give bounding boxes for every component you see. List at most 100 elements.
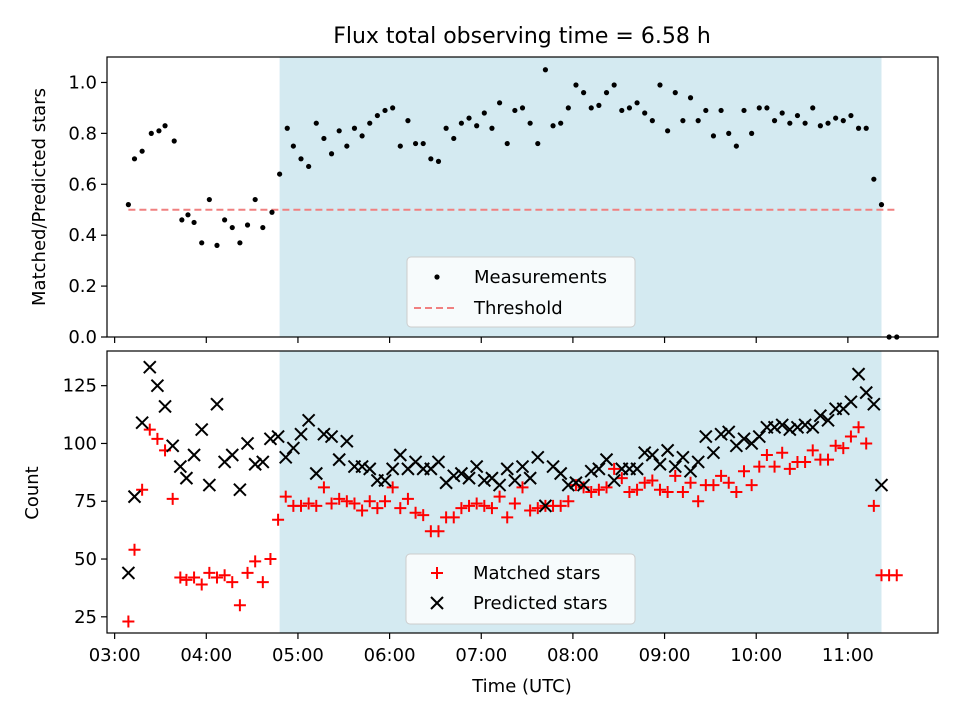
measurement-point (565, 105, 571, 111)
matched-star-point (256, 576, 269, 589)
y-tick-label: 25 (74, 607, 97, 628)
predicted-star-point (256, 455, 270, 469)
predicted-star-point (722, 425, 736, 439)
predicted-star-point (630, 462, 644, 476)
matched-star-point (166, 492, 179, 505)
measurement-point (359, 133, 365, 139)
matched-star-point (783, 462, 796, 475)
predicted-star-point (431, 455, 446, 469)
x-tick-label: 11:00 (822, 645, 874, 666)
matched-star-point (844, 430, 857, 443)
matched-star-point (210, 571, 223, 584)
predicted-star-point (195, 422, 209, 437)
y-tick-label: 75 (74, 491, 97, 512)
predicted-star-point (584, 464, 598, 478)
measurement-point (833, 115, 839, 121)
x-tick-label: 10:00 (730, 645, 782, 666)
matched-star-point (264, 553, 277, 566)
matched-star-point (890, 569, 903, 582)
predicted-star-point (173, 459, 188, 474)
measurement-point (162, 123, 168, 129)
measurement-point (657, 82, 663, 88)
measurement-point (390, 105, 396, 111)
predicted-star-point (790, 420, 805, 434)
matched-star-point (722, 476, 735, 489)
measurement-point (726, 130, 732, 136)
predicted-star-point (294, 427, 308, 441)
measurement-point (458, 120, 464, 126)
matched-star-point (867, 499, 880, 512)
matched-star-point (638, 476, 651, 489)
measurement-point (794, 112, 801, 119)
measurement-point (634, 100, 640, 106)
predicted-star-point (683, 464, 698, 478)
measurement-point (611, 82, 617, 88)
measurement-point (519, 105, 526, 111)
legend-label-measurements: Measurements (474, 267, 607, 288)
matched-star-point (569, 479, 582, 492)
measurement-point (603, 90, 610, 96)
predicted-star-point (202, 478, 217, 492)
measurement-point (277, 171, 283, 177)
matched-star-point (822, 453, 835, 466)
measurement-point (298, 156, 304, 162)
matched-star-point (317, 481, 330, 494)
predicted-star-point (378, 473, 392, 488)
predicted-star-point (874, 478, 889, 492)
predicted-star-point (121, 566, 136, 580)
matched-stars-points (122, 421, 903, 628)
matched-star-point (653, 483, 666, 496)
measurement-point (214, 242, 220, 248)
predicted-star-point (867, 397, 881, 411)
ratio-y-axis-ticks: 0.0 0.2 0.4 0.6 0.8 1.0 (68, 72, 107, 348)
predicted-star-point (775, 418, 789, 432)
matched-star-point (356, 504, 369, 517)
legend-label-threshold: Threshold (473, 298, 563, 319)
count-plot-frame (106, 350, 939, 634)
measurement-point (581, 90, 587, 96)
measurement-point (125, 202, 131, 208)
matched-star-point (799, 455, 812, 468)
matched-star-point (363, 495, 376, 508)
measurement-point (306, 163, 312, 170)
measurement-point (148, 130, 154, 136)
matched-star-point (455, 502, 468, 515)
legend-label-matched-stars: Matched stars (473, 563, 600, 584)
predicted-star-point (447, 469, 461, 483)
matched-star-point (646, 474, 659, 487)
measurement-point (269, 209, 275, 215)
matched-star-point (478, 499, 491, 512)
matched-star-point (249, 555, 262, 568)
measurement-point (825, 120, 831, 126)
matched-star-point (151, 432, 164, 445)
legend-marker-plus (431, 567, 443, 579)
measurement-point (156, 128, 162, 134)
predicted-star-point (233, 482, 247, 497)
measurement-point (710, 133, 717, 139)
matched-star-point (676, 486, 689, 498)
measurement-point (749, 130, 755, 136)
predicted-stars-points (121, 360, 889, 580)
predicted-star-point (653, 457, 667, 471)
count-legend: Matched stars Predicted stars (405, 553, 636, 625)
measurement-point (527, 120, 533, 126)
measurement-point (764, 105, 770, 111)
measurement-point (206, 196, 212, 203)
ratio-plot: 0.0 0.2 0.4 0.6 0.8 1.0 Matched/Predicted sta… (29, 56, 939, 348)
predicted-star-point (691, 455, 705, 469)
measurement-point (412, 140, 419, 147)
predicted-star-point (508, 473, 522, 488)
predicted-star-point (225, 448, 239, 462)
matched-star-point (631, 483, 644, 496)
predicted-star-point (637, 445, 652, 460)
matched-star-point (333, 492, 346, 505)
y-tick-label: 125 (63, 376, 97, 397)
predicted-star-point (821, 413, 835, 428)
matched-star-point (501, 511, 514, 524)
matched-star-point (707, 479, 720, 492)
matched-star-point (226, 576, 239, 589)
measurement-point (382, 107, 388, 114)
predicted-star-point (301, 413, 316, 428)
matched-star-point (485, 502, 498, 515)
predicted-star-point (767, 420, 782, 434)
